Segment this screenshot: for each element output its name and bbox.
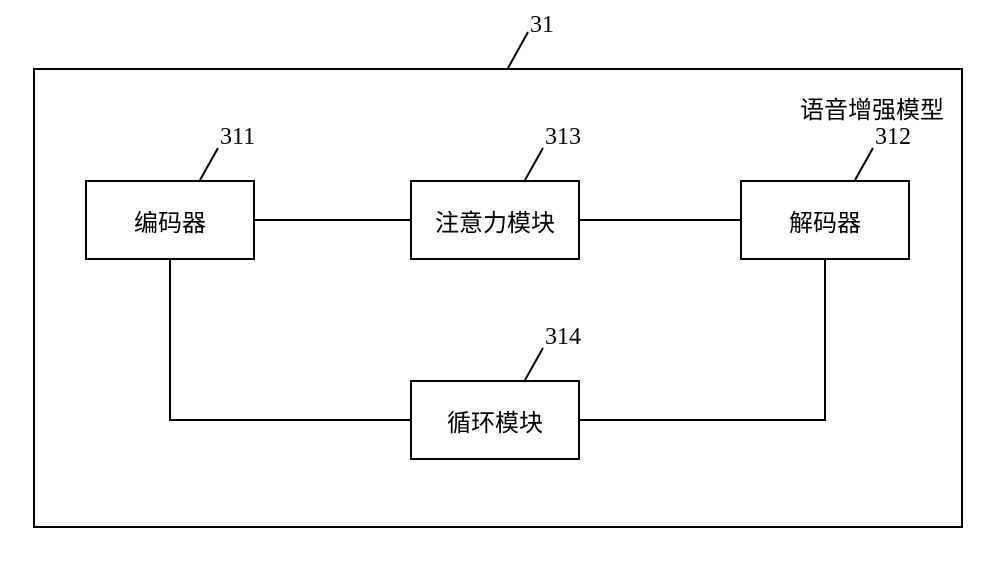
edge-decoder-loop-v [824,260,826,421]
loop-leader-line [0,0,1000,563]
edge-attention-decoder [580,219,740,221]
loop-ref-number: 314 [545,324,581,351]
edge-encoder-attention [255,219,410,221]
edge-encoder-loop-v [169,260,171,421]
edge-decoder-loop-h [580,419,826,421]
loop-node: 循环模块 [410,380,580,460]
loop-label: 循环模块 [447,403,543,438]
diagram-canvas: 31 语音增强模型 311 编码器 313 注意力模块 312 解码器 314 … [0,0,1000,563]
edge-encoder-loop-h [169,419,410,421]
